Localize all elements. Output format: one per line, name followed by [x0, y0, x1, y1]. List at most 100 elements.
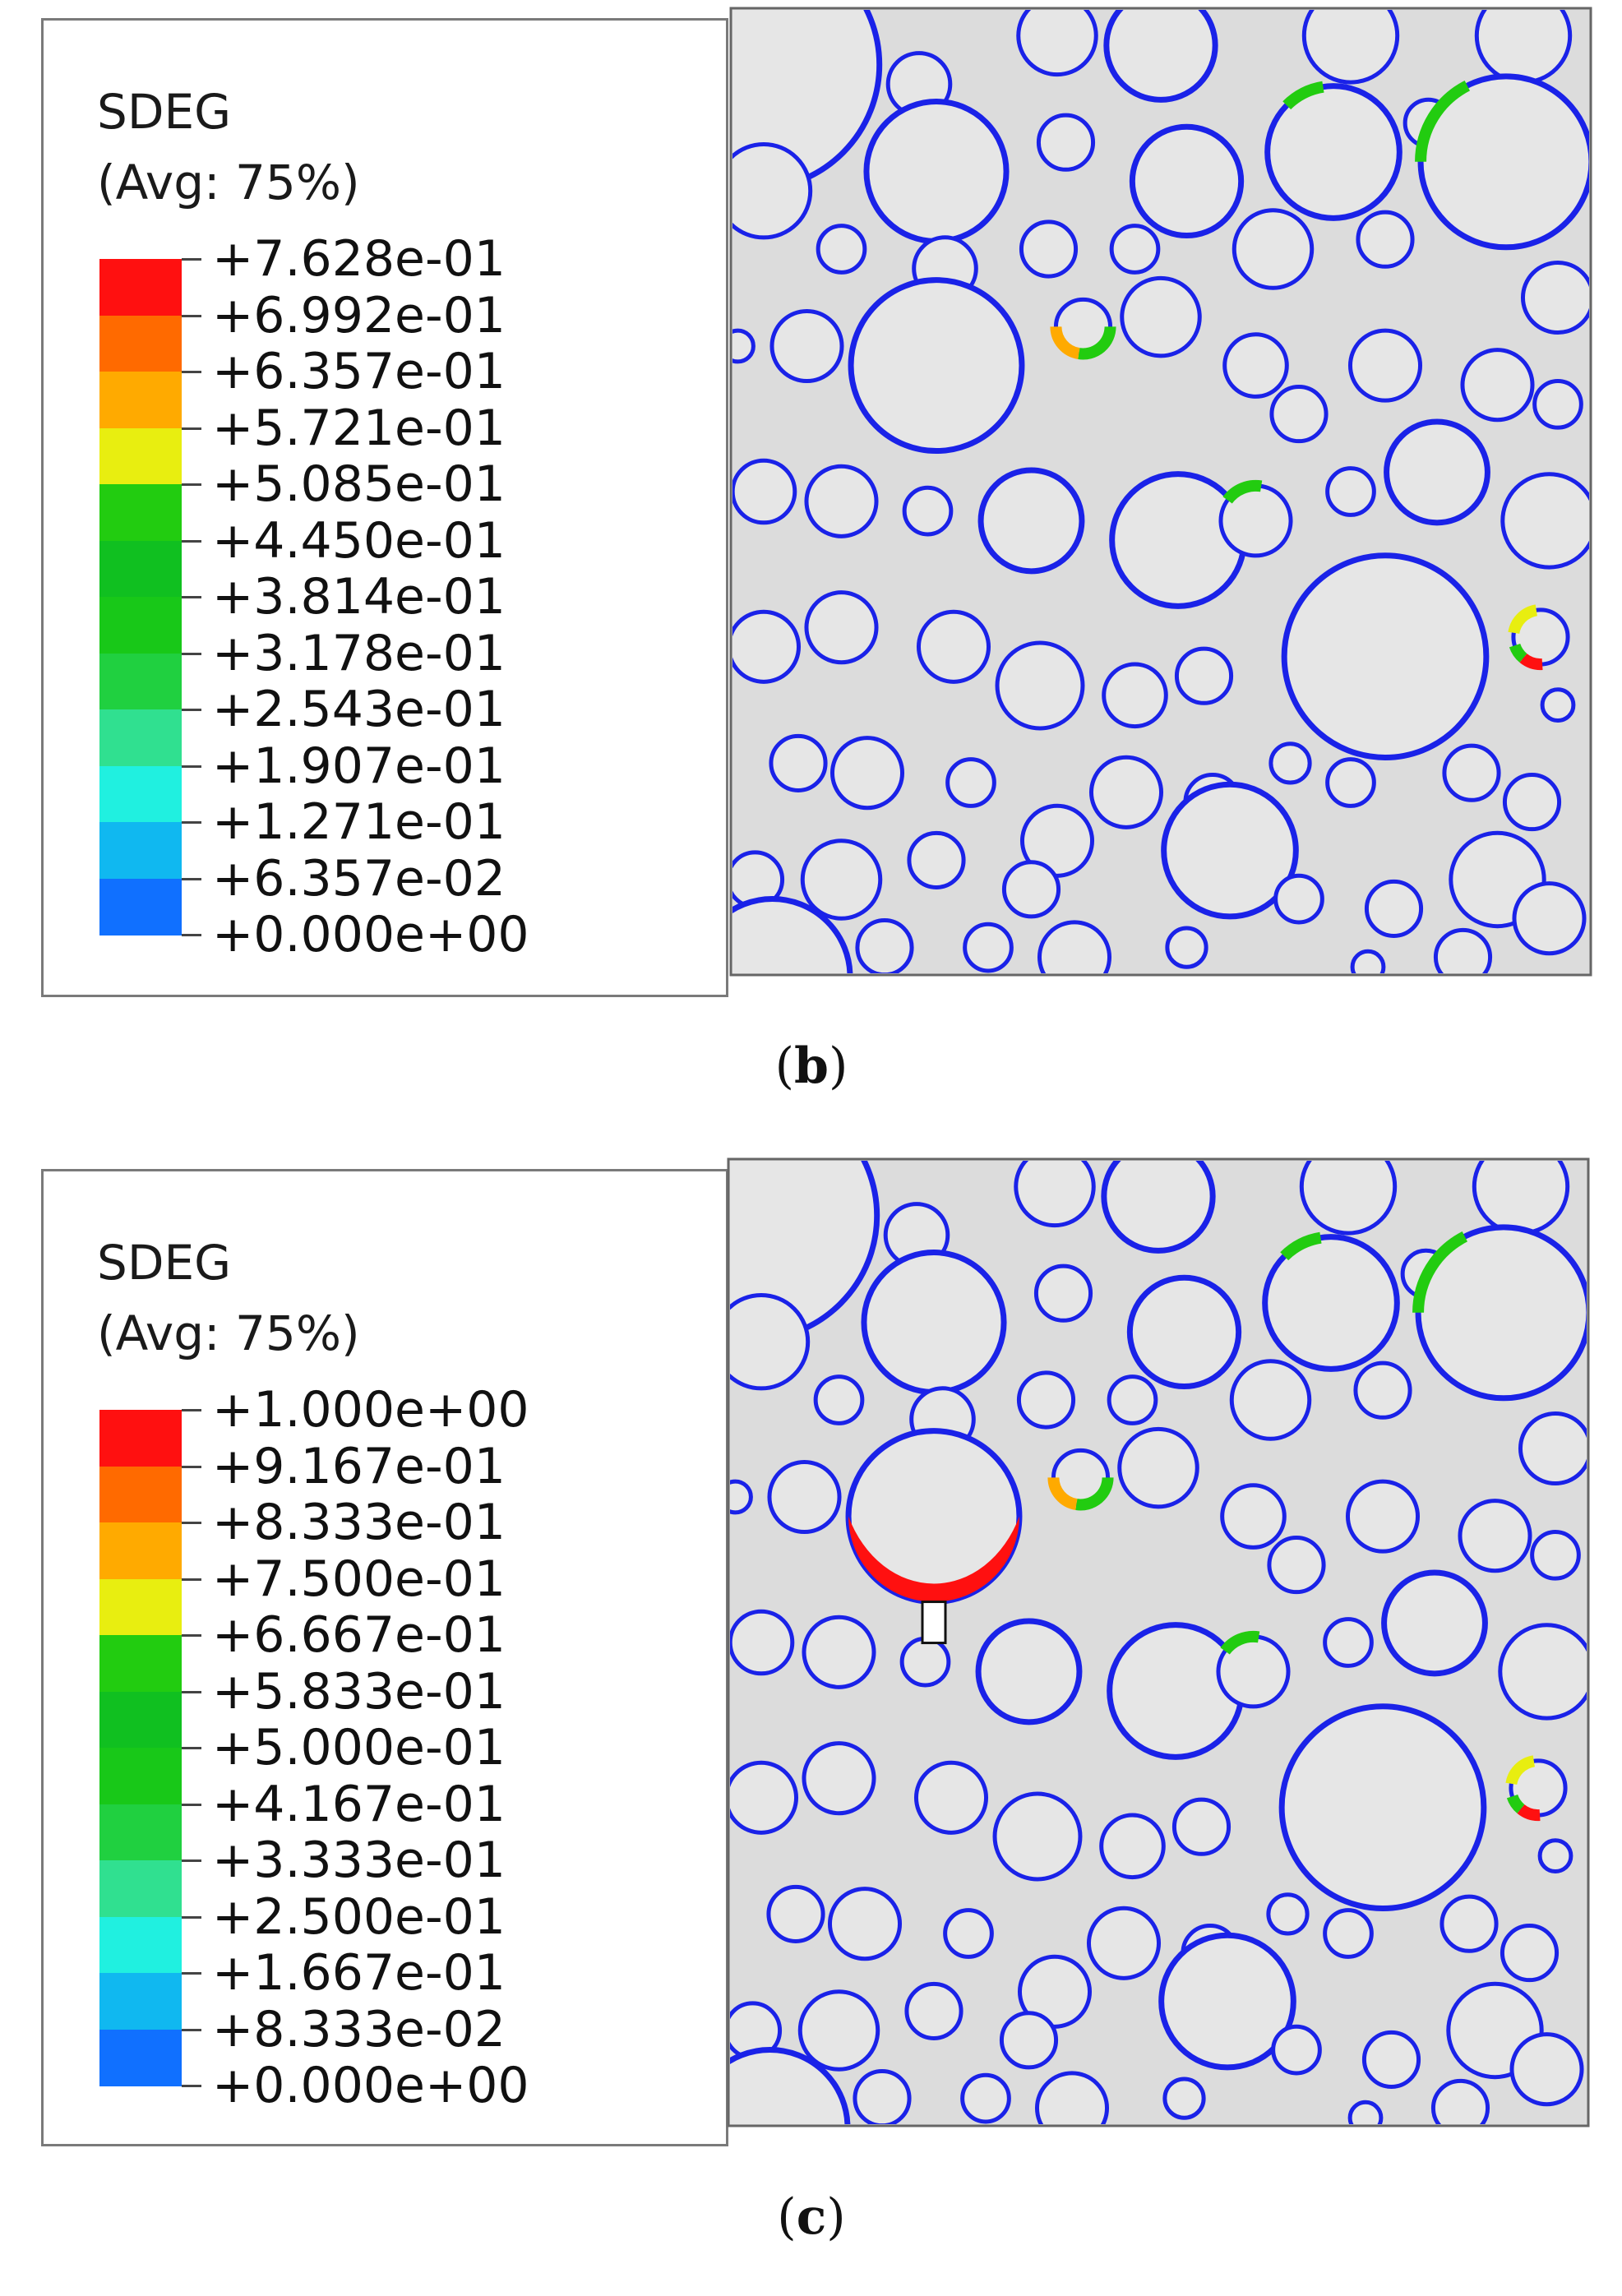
legend-tick [182, 877, 201, 880]
legend-swatch [99, 427, 182, 485]
inclusion-interface [902, 485, 954, 537]
legend-swatch [99, 765, 182, 823]
inclusion-interface [1500, 1924, 1560, 1983]
inclusion-interface [1262, 1234, 1400, 1372]
inclusion-interface [1439, 1894, 1499, 1953]
legend-variable: SDEG [97, 1235, 232, 1291]
legend-swatch [99, 1691, 182, 1749]
legend-swatch [99, 597, 182, 654]
inclusion-interface [732, 896, 853, 973]
legend-value-label: +6.992e-01 [212, 286, 506, 344]
inclusion-interface [1532, 378, 1583, 430]
damage-arc [1047, 1476, 1078, 1510]
legend-swatch [99, 709, 182, 767]
legend-value-label: +2.500e-01 [212, 1887, 506, 1946]
inclusion-interface [1540, 687, 1576, 723]
inclusion-interface [732, 142, 813, 240]
inclusion-interface [732, 328, 756, 364]
inclusion-interface [1165, 926, 1208, 969]
legend-value-label: +9.167e-01 [212, 1437, 506, 1495]
legend-swatch [99, 1635, 182, 1693]
inclusion-interface [863, 99, 1010, 245]
inclusion-interface [1474, 10, 1573, 85]
legend-value-label: +8.333e-01 [212, 1494, 506, 1551]
inclusion-interface [1460, 348, 1535, 423]
inclusion-interface [1350, 949, 1386, 973]
legend-value-label: +6.667e-01 [212, 1606, 506, 1664]
inclusion-interface [1086, 1906, 1162, 1980]
caption-b: (b) [774, 1037, 848, 1095]
inclusion-interface [1278, 1703, 1487, 1911]
inclusion-interface [1266, 1892, 1310, 1936]
legend-swatch [99, 540, 182, 598]
inclusion-interface [1158, 1932, 1296, 2071]
damage-arc [1509, 643, 1527, 663]
legend-tick [182, 1409, 201, 1411]
damage-arc [1282, 81, 1324, 110]
legend-tick [182, 314, 201, 317]
legend-tick [182, 1859, 201, 1862]
legend-tick [182, 596, 201, 598]
inclusion-interface [853, 2069, 912, 2124]
inclusion-interface [1103, 10, 1218, 103]
inclusion-interface [907, 830, 966, 889]
inclusion-interface [1220, 1483, 1287, 1550]
legend-tick [182, 1972, 201, 1975]
legend-value-label: +1.907e-01 [212, 737, 506, 795]
inclusion-interface [1325, 466, 1376, 517]
damage-arc [1280, 1231, 1322, 1261]
inclusion-interface [1162, 2077, 1206, 2120]
inclusion-interface [1512, 881, 1587, 956]
inclusion-interface [1101, 1161, 1216, 1254]
inclusion-interface [1518, 1411, 1587, 1486]
legend-swatch [99, 1410, 182, 1467]
inclusion-interface [977, 467, 1085, 575]
inclusion-interface [1174, 646, 1234, 705]
inclusion-interface [1384, 418, 1490, 526]
inclusion-interface [1433, 927, 1493, 973]
legend-swatch [99, 1804, 182, 1861]
inclusion-interface [1364, 879, 1424, 938]
inclusion-interface [732, 609, 802, 684]
legend-swatch [99, 1522, 182, 1580]
inclusion-interface [861, 1250, 1007, 1396]
inclusion-interface [730, 2047, 851, 2124]
inclusion-interface [1520, 260, 1589, 335]
inclusion-interface [800, 838, 883, 921]
inclusion-interface [827, 1887, 903, 1961]
inclusion-interface [1016, 1370, 1076, 1430]
inclusion-interface [945, 757, 996, 808]
inclusion-interface [732, 458, 797, 525]
inclusion-interface [999, 2011, 1059, 2070]
legend-swatch [99, 484, 182, 542]
legend-value-label: +1.000e+00 [212, 1381, 529, 1439]
inclusion-interface [802, 1741, 876, 1816]
legend-tick [182, 371, 201, 373]
inclusion-interface [1269, 385, 1329, 444]
inclusion-interface [960, 2072, 1011, 2124]
inclusion-interface [1361, 2030, 1421, 2089]
inclusion-interface [1502, 773, 1562, 832]
inclusion-interface [816, 224, 867, 275]
legend-tick [182, 258, 201, 261]
damage-arc [1412, 1231, 1468, 1313]
inclusion-interface [1271, 2024, 1322, 2076]
inclusion-interface [804, 464, 879, 538]
inclusion-interface [1498, 1623, 1587, 1721]
inclusion-interface [1088, 755, 1164, 829]
inclusion-interface [1107, 1374, 1158, 1425]
inclusion-interface [797, 1989, 880, 2072]
legend-value-label: +2.543e-01 [212, 681, 506, 738]
legend-swatch [99, 259, 182, 316]
inclusion-interface [1415, 1224, 1587, 1402]
damage-arc [1517, 1804, 1541, 1822]
inclusion-interface [829, 736, 905, 811]
inclusion-interface [769, 308, 844, 384]
inclusion-interface [1323, 1617, 1374, 1668]
inclusion-interface [802, 1615, 876, 1689]
inclusion-interface [963, 922, 1014, 973]
inclusion-interface [1264, 83, 1402, 221]
inclusion-interface [1537, 1838, 1573, 1873]
damage-arc [1508, 604, 1538, 635]
inclusion-interface [769, 733, 828, 792]
